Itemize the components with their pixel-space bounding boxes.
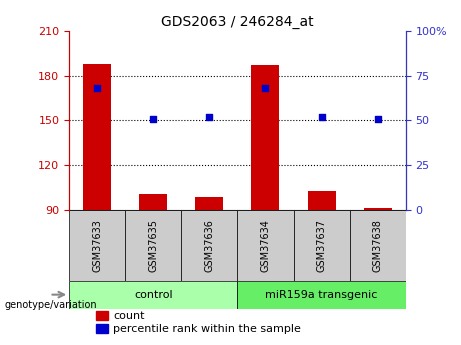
Text: GSM37638: GSM37638 — [372, 219, 383, 272]
Text: GSM37633: GSM37633 — [92, 219, 102, 272]
Bar — [195, 197, 224, 210]
Bar — [237, 210, 294, 280]
Text: control: control — [134, 290, 172, 300]
Text: miR159a transgenic: miR159a transgenic — [266, 290, 378, 300]
Bar — [125, 210, 181, 280]
Bar — [96, 311, 108, 321]
Bar — [139, 194, 167, 210]
Point — [262, 86, 269, 91]
Text: count: count — [113, 311, 144, 321]
Bar — [364, 208, 392, 210]
Point — [318, 114, 325, 120]
Bar — [307, 190, 336, 210]
Bar — [69, 280, 237, 309]
Bar — [181, 210, 237, 280]
Text: genotype/variation: genotype/variation — [5, 300, 97, 310]
Bar — [96, 324, 108, 333]
Bar — [349, 210, 406, 280]
Text: GSM37635: GSM37635 — [148, 219, 158, 272]
Text: percentile rank within the sample: percentile rank within the sample — [113, 324, 301, 334]
Point — [149, 116, 157, 121]
Title: GDS2063 / 246284_at: GDS2063 / 246284_at — [161, 14, 314, 29]
Bar — [294, 210, 349, 280]
Text: GSM37634: GSM37634 — [260, 219, 271, 272]
Bar — [237, 280, 406, 309]
Point — [206, 114, 213, 120]
Bar — [69, 210, 125, 280]
Text: GSM37636: GSM37636 — [204, 219, 214, 272]
Bar — [251, 65, 279, 210]
Bar — [83, 64, 111, 210]
Point — [94, 86, 101, 91]
Point — [374, 116, 381, 121]
Text: GSM37637: GSM37637 — [317, 219, 326, 272]
